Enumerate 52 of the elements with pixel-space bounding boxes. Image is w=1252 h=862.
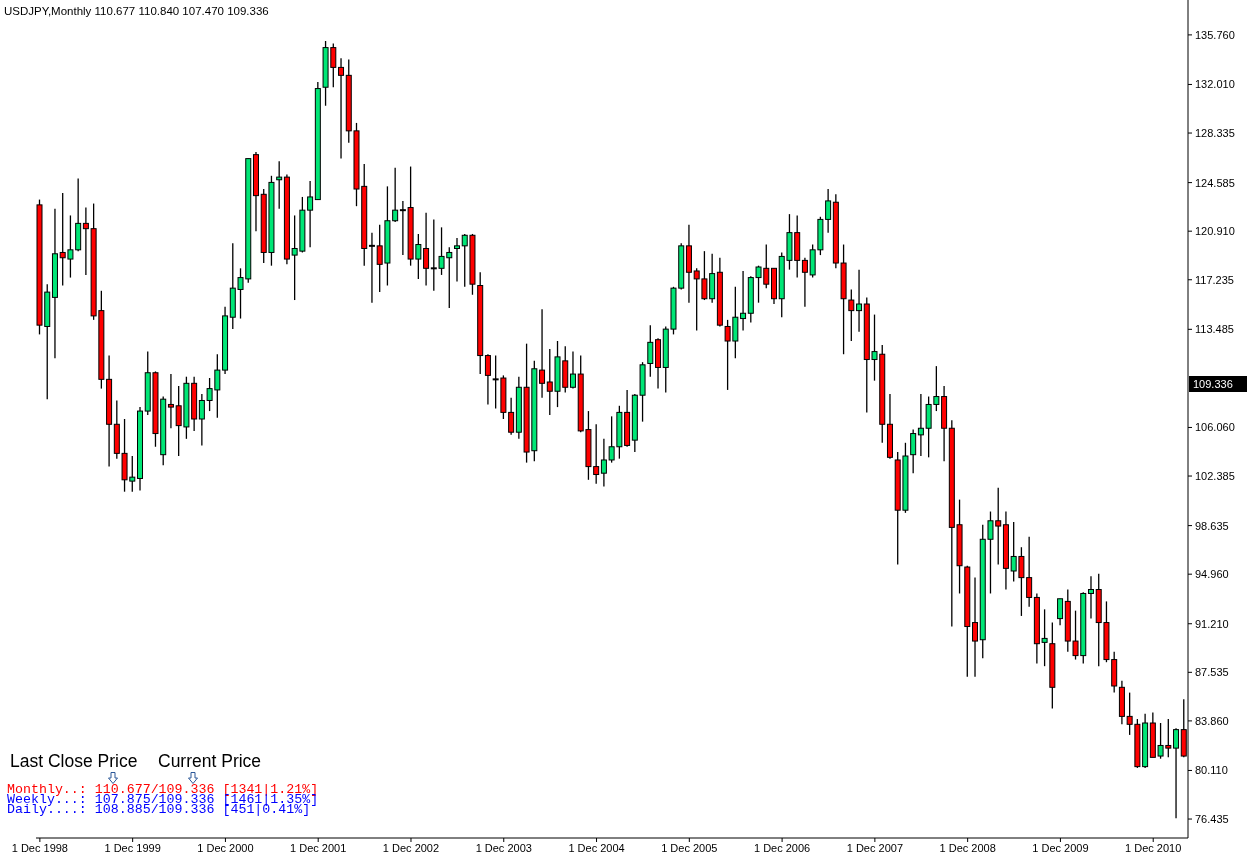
y-tick-label: 91.210 xyxy=(1195,617,1229,630)
y-tick-label: 132.010 xyxy=(1195,78,1235,91)
y-tick-label: 80.110 xyxy=(1195,764,1228,777)
candlestick xyxy=(539,308,546,399)
x-tick-label: 1 Dec 1999 xyxy=(104,841,161,854)
y-tick-label: 102.385 xyxy=(1195,469,1235,482)
y-tick-label: 113.485 xyxy=(1195,323,1234,336)
candlestick xyxy=(801,257,808,308)
annotation: Current Price xyxy=(158,751,262,771)
y-tick-label: 135.760 xyxy=(1195,28,1235,41)
candlestick xyxy=(848,288,855,342)
y-tick-label: 124.585 xyxy=(1195,176,1235,189)
x-tick-label: 1 Dec 2009 xyxy=(1032,841,1089,854)
x-tick-label: 1 Dec 2004 xyxy=(568,841,625,854)
candlestick xyxy=(167,373,174,429)
candlestick xyxy=(569,350,576,390)
candlestick xyxy=(856,268,863,333)
x-tick-label: 1 Dec 1998 xyxy=(11,841,68,854)
candlestick xyxy=(423,212,430,287)
candlestick xyxy=(276,160,283,210)
y-tick-label: 120.910 xyxy=(1195,225,1235,238)
candlestick xyxy=(484,353,491,406)
x-tick-label: 1 Dec 2010 xyxy=(1125,841,1182,854)
annotation: Last Close Price xyxy=(10,751,138,771)
candlestick xyxy=(647,324,654,378)
candlestick xyxy=(1087,575,1094,620)
y-tick-label: 128.335 xyxy=(1195,126,1235,139)
candlestick xyxy=(972,576,979,678)
candlestick xyxy=(338,57,345,160)
text: 109.336 xyxy=(1189,376,1247,392)
x-tick-label: 1 Dec 2000 xyxy=(197,841,254,854)
candlestick xyxy=(910,428,917,474)
x-tick-label: 1 Dec 2005 xyxy=(661,841,718,854)
candlestick xyxy=(740,270,747,332)
candlestick xyxy=(454,237,460,283)
x-tick-label: 1 Dec 2002 xyxy=(382,841,440,854)
candlestick xyxy=(1057,598,1064,626)
candlestick xyxy=(367,231,376,304)
x-tick-label: 1 Dec 2007 xyxy=(846,841,904,854)
chart-title: USDJPY,Monthly 110.677 110.840 107.470 109.336 xyxy=(4,4,269,18)
y-tick-label: 98.635 xyxy=(1195,519,1229,532)
y-tick-label: 106.060 xyxy=(1195,421,1235,434)
y-tick-label: 76.435 xyxy=(1195,812,1229,825)
y-tick-label: 87.535 xyxy=(1195,666,1229,679)
y-tick-label: 117.235 xyxy=(1195,273,1234,286)
x-tick-label: 1 Dec 2006 xyxy=(753,841,811,854)
x-tick-label: 1 Dec 2003 xyxy=(475,841,532,854)
candlestick xyxy=(1173,727,1180,819)
y-tick-label: 94.960 xyxy=(1195,568,1229,581)
y-tick-label: 83.860 xyxy=(1195,714,1229,727)
x-tick-label: 1 Dec 2001 xyxy=(290,841,347,854)
x-tick-label: 1 Dec 2008 xyxy=(939,841,996,854)
